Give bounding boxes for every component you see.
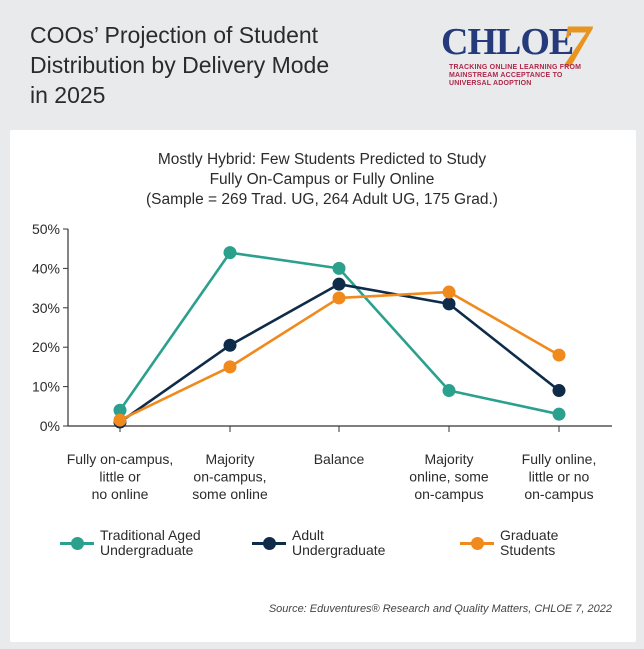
data-point-adult: [332, 277, 346, 291]
y-tick-label: 30%: [32, 300, 60, 316]
legend-marker-traditional: [71, 537, 84, 550]
source-note: Source: Eduventures® Research and Qualit…: [268, 603, 612, 615]
data-point-graduate: [113, 413, 127, 427]
data-point-adult: [442, 297, 456, 311]
logo-tagline-line-3: UNIVERSAL ADOPTION: [449, 80, 532, 87]
data-point-graduate: [552, 348, 566, 362]
legend-label-graduate-line-2: Students: [500, 542, 556, 558]
legend-label-graduate-line-1: Graduate: [500, 527, 559, 543]
data-point-graduate: [223, 360, 237, 374]
chloe-logo: CHLOE 7 TRACKING ONLINE LEARNING FROM MA…: [441, 13, 621, 98]
logo-tagline-line-1: TRACKING ONLINE LEARNING FROM: [449, 64, 582, 71]
data-point-traditional: [223, 246, 237, 260]
legend-marker-graduate: [471, 537, 484, 550]
y-tick-label: 20%: [32, 339, 60, 355]
y-tick-label: 50%: [32, 221, 60, 237]
series-line-adult: [119, 282, 560, 424]
logo-word: CHLOE: [441, 21, 574, 63]
x-tick-label: Majority: [205, 451, 254, 467]
legend: Traditional Aged Undergraduate Adult Und…: [0, 528, 644, 568]
chart-title-line-1: Mostly Hybrid: Few Students Predicted to…: [157, 151, 487, 168]
data-point-traditional: [332, 261, 346, 275]
legend-label-adult-line-2: Undergraduate: [292, 542, 386, 558]
legend-label-traditional: Traditional Aged Undergraduate: [100, 528, 240, 558]
chart-title-line-2: Fully On-Campus or Fully Online: [209, 171, 435, 188]
data-point-traditional: [113, 403, 127, 417]
x-tick-label: Balance: [314, 451, 365, 467]
legend-label-traditional-line-1: Traditional Aged: [100, 527, 201, 543]
x-tick-label: Fully online,: [522, 451, 597, 467]
page-title-line-3: in 2025: [30, 82, 106, 108]
x-tick-label: on-campus: [524, 486, 593, 502]
legend-label-graduate: Graduate Students: [500, 528, 640, 558]
page-title-line-2: Distribution by Delivery Mode: [30, 52, 330, 78]
legend-label-traditional-line-2: Undergraduate: [100, 542, 194, 558]
y-tick-label: 0%: [40, 418, 60, 434]
logo-number: 7: [561, 13, 591, 79]
logo-tagline: TRACKING ONLINE LEARNING FROM MAINSTREAM…: [449, 64, 599, 88]
y-tick-label: 10%: [32, 379, 60, 395]
x-tick-label: on-campus: [414, 486, 483, 502]
data-point-graduate: [442, 285, 456, 299]
legend-label-adult-line-1: Adult: [292, 527, 324, 543]
x-tick-label: Fully on-campus,: [67, 451, 174, 467]
chart-title-line-3: (Sample = 269 Trad. UG, 264 Adult UG, 17…: [146, 191, 498, 208]
x-tick-label: online, some: [409, 469, 489, 485]
y-tick-label: 40%: [32, 260, 60, 276]
logo-tagline-line-2: MAINSTREAM ACCEPTANCE TO: [449, 72, 563, 79]
legend-label-adult: Adult Undergraduate: [292, 528, 432, 558]
data-point-adult: [223, 338, 237, 352]
x-tick-label: some online: [192, 486, 268, 502]
x-tick-label: little or no: [529, 469, 590, 485]
data-point-graduate: [332, 291, 346, 305]
page-title-line-1: COOs’ Projection of Student: [30, 22, 319, 48]
x-tick-label: Majority: [424, 451, 473, 467]
data-point-traditional: [552, 407, 566, 421]
x-tick-label: no online: [92, 486, 149, 502]
x-tick-label: on-campus,: [193, 469, 266, 485]
series-line-traditional: [118, 251, 560, 416]
x-tick-label: little or: [99, 469, 141, 485]
data-point-traditional: [442, 384, 456, 398]
legend-marker-adult: [263, 537, 276, 550]
data-point-adult: [552, 384, 566, 398]
chart-title: Mostly Hybrid: Few Students Predicted to…: [0, 150, 644, 210]
chart-card: [10, 130, 636, 642]
page-title: COOs’ Projection of Student Distribution…: [30, 20, 430, 110]
